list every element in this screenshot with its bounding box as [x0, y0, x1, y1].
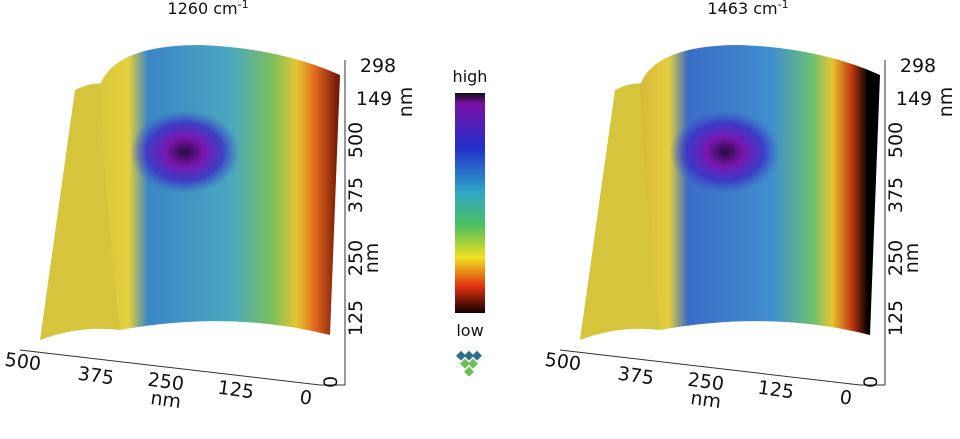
y-tick-label: 0 — [860, 376, 882, 388]
title-sup: -1 — [778, 0, 789, 11]
colorbar — [455, 93, 485, 313]
panel: 1463 cm-1 500 375 250 125 0 nm 500 375 250 125 0 nm 2… — [543, 0, 957, 413]
y-tick-label: 375 — [345, 177, 367, 213]
title-sup: -1 — [238, 0, 249, 11]
surface-wall — [580, 83, 660, 340]
surface — [100, 45, 340, 335]
z-axis-label: nm — [395, 87, 417, 118]
z-tick-label: 149 — [896, 88, 932, 110]
surface-wall — [40, 83, 120, 340]
x-tick-label: 250 — [686, 369, 725, 396]
y-tick-label: 250 — [885, 240, 907, 276]
z-tick-label: 298 — [360, 55, 396, 77]
y-tick-label: 0 — [320, 376, 342, 388]
colorbar-high: high — [453, 67, 488, 86]
panel-title: 1463 cm-1 — [707, 0, 788, 18]
y-axis-label: nm — [901, 243, 923, 274]
colorbar-low: low — [456, 321, 483, 340]
title-text: 1260 cm — [167, 0, 237, 18]
z-tick-label: 298 — [900, 55, 936, 77]
x-axis-label: nm — [689, 387, 722, 413]
panel-title: 1260 cm-1 — [167, 0, 248, 18]
panel: 1260 cm-1 500 375 250 125 0 nm 500 375 250 125 0 nm 2… — [3, 0, 417, 413]
title-text: 1463 cm — [707, 0, 777, 18]
z-tick-label: 149 — [356, 88, 392, 110]
hotspot — [670, 110, 780, 194]
x-tick-label: 0 — [298, 386, 313, 409]
y-tick-label: 500 — [345, 122, 367, 158]
x-tick-label: 125 — [756, 377, 795, 404]
x-axis-label: nm — [149, 387, 182, 413]
x-tick-label: 250 — [146, 369, 185, 396]
x-tick-label: 500 — [543, 349, 582, 376]
logo — [456, 350, 482, 377]
y-tick-label: 250 — [345, 240, 367, 276]
y-axis-label: nm — [361, 243, 383, 274]
y-tick-label: 375 — [885, 177, 907, 213]
y-tick-label: 125 — [885, 300, 907, 336]
hotspot — [130, 110, 240, 194]
x-tick-label: 375 — [616, 363, 655, 390]
surface — [640, 45, 880, 335]
axis-lines — [19, 60, 346, 386]
x-tick-label: 0 — [838, 386, 853, 409]
x-tick-label: 500 — [3, 349, 42, 376]
z-axis-label: nm — [935, 87, 957, 118]
x-tick-label: 125 — [216, 377, 255, 404]
x-tick-label: 375 — [76, 363, 115, 390]
y-tick-label: 125 — [345, 300, 367, 336]
y-tick-label: 500 — [885, 122, 907, 158]
axis-lines — [559, 60, 886, 386]
